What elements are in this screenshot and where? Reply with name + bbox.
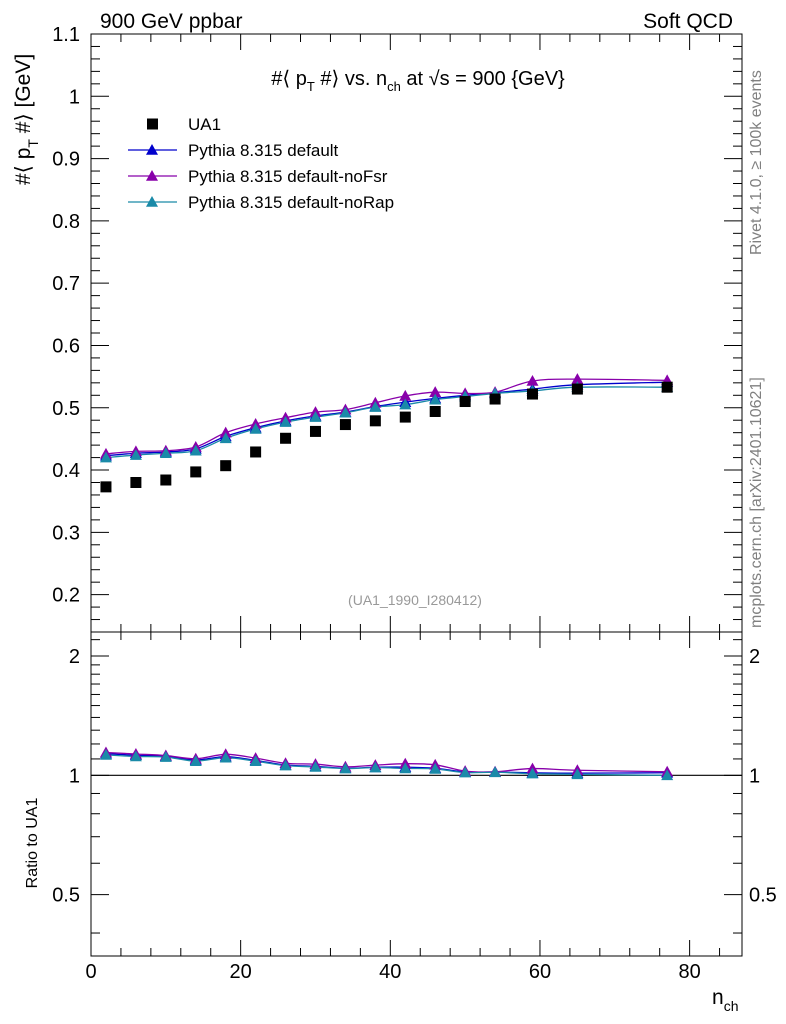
ratio-point: [571, 768, 584, 780]
data-point: [369, 415, 381, 427]
data-point: [459, 396, 471, 408]
x-tick-label: 60: [529, 961, 551, 983]
data-point: [429, 386, 442, 397]
data-point: [526, 374, 539, 386]
ratio-point: [369, 761, 382, 773]
ratio-point: [339, 762, 352, 774]
ratio-panel-frame: [90, 631, 743, 957]
y-tick-label: 0.3: [52, 522, 80, 544]
data-point: [339, 419, 351, 431]
data-point: [249, 422, 262, 434]
ratio-point: [129, 750, 142, 762]
data-point: [129, 449, 142, 460]
ratio-point: [309, 760, 322, 772]
ratio-point: [661, 769, 674, 781]
data-point: [219, 432, 232, 444]
ratio-point: [159, 751, 172, 762]
axis-ticks: 0 20 40 60 80 0.2 0.3 0.4 0.5 0.6 0.7 0.8 0.9 1 1.1 0.5…: [52, 24, 777, 983]
x-axis-label: nch: [712, 986, 738, 1014]
legend-marker: [146, 196, 158, 207]
data-point: [130, 477, 142, 488]
data-point: [309, 411, 322, 422]
legend-label: Pythia 8.315 default: [188, 141, 339, 160]
data-point: [489, 393, 501, 405]
series-layer: [99, 373, 674, 781]
ratio-tick-label: 0.5: [749, 885, 777, 907]
data-point: [661, 381, 673, 393]
legend-label: Pythia 8.315 default-noRap: [188, 193, 394, 212]
legend-marker: [146, 144, 158, 155]
data-point: [279, 416, 292, 427]
ratio-point: [526, 767, 539, 779]
y-tick-label: 0.7: [52, 273, 80, 295]
ratio-point: [249, 755, 262, 766]
data-point: [429, 393, 442, 405]
legend-label: Pythia 8.315 default-noFsr: [188, 167, 388, 186]
ratio-point: [99, 748, 112, 760]
ratio-point: [459, 766, 472, 778]
analysis-watermark: (UA1_1990_I280412): [348, 592, 482, 608]
y-tick-label: 0.5: [52, 398, 80, 420]
series-line: [105, 378, 668, 455]
ratio-point: [189, 755, 202, 766]
ratio-point: [429, 762, 442, 774]
data-point: [280, 432, 292, 444]
legend-marker: [147, 118, 158, 130]
ratio-point: [219, 751, 232, 763]
y-axis-label: #⟨ pT #⟩ [GeV]: [12, 54, 41, 185]
series-line: [105, 386, 668, 459]
data-point: [571, 373, 584, 384]
y-tick-label: 0.9: [52, 149, 80, 171]
data-point: [100, 481, 112, 493]
ratio-point: [489, 766, 502, 778]
data-point: [571, 383, 583, 395]
data-point: [159, 447, 172, 459]
header-right: Soft QCD: [643, 10, 733, 33]
data-point: [99, 451, 112, 463]
y-tick-label: 0.6: [52, 335, 80, 357]
y-tick-label: 0.8: [52, 211, 80, 233]
data-point: [220, 460, 232, 472]
data-point: [250, 446, 262, 458]
data-point: [189, 444, 202, 456]
legend: UA1 Pythia 8.315 default Pythia 8.315 defa…: [128, 115, 394, 212]
ratio-tick-label: 2: [69, 646, 80, 668]
data-point: [399, 411, 411, 423]
ratio-tick-label: 1: [69, 765, 80, 787]
data-point: [526, 388, 538, 400]
legend-label: UA1: [188, 115, 221, 134]
x-tick-label: 40: [379, 961, 401, 983]
data-point: [399, 389, 412, 401]
x-tick-label: 20: [230, 961, 252, 983]
y-tick-label: 0.2: [52, 585, 80, 607]
data-point: [160, 474, 172, 486]
data-point: [339, 406, 352, 418]
header-left: 900 GeV ppbar: [100, 10, 242, 33]
data-point: [429, 405, 441, 417]
y-tick-label: 0.4: [52, 460, 80, 482]
data-point: [309, 425, 321, 437]
x-tick-label: 80: [678, 961, 700, 983]
y-tick-label: 1.1: [52, 24, 80, 46]
series-line: [105, 381, 668, 457]
ratio-point: [279, 759, 292, 771]
ratio-point: [399, 762, 412, 774]
rivet-label: Rivet 4.1.0, ≥ 100k events: [748, 70, 765, 255]
data-point: [399, 398, 412, 410]
y-tick-label: 1: [69, 86, 80, 108]
mcplots-label: mcplots.cern.ch [arXiv:2401.10621]: [748, 377, 765, 628]
ratio-tick-label: 1: [749, 765, 760, 787]
data-point: [190, 466, 202, 478]
ratio-y-axis-label: Ratio to UA1: [24, 798, 41, 889]
ratio-line: [105, 751, 668, 773]
plot-title: #⟨ pT #⟩ vs. nch at √s = 900 {GeV}: [271, 68, 565, 94]
x-tick-label: 0: [85, 961, 96, 983]
ratio-tick-label: 0.5: [52, 885, 80, 907]
data-point: [369, 401, 382, 412]
ratio-tick-label: 2: [749, 646, 760, 668]
data-point: [219, 426, 232, 438]
legend-marker: [146, 170, 158, 181]
